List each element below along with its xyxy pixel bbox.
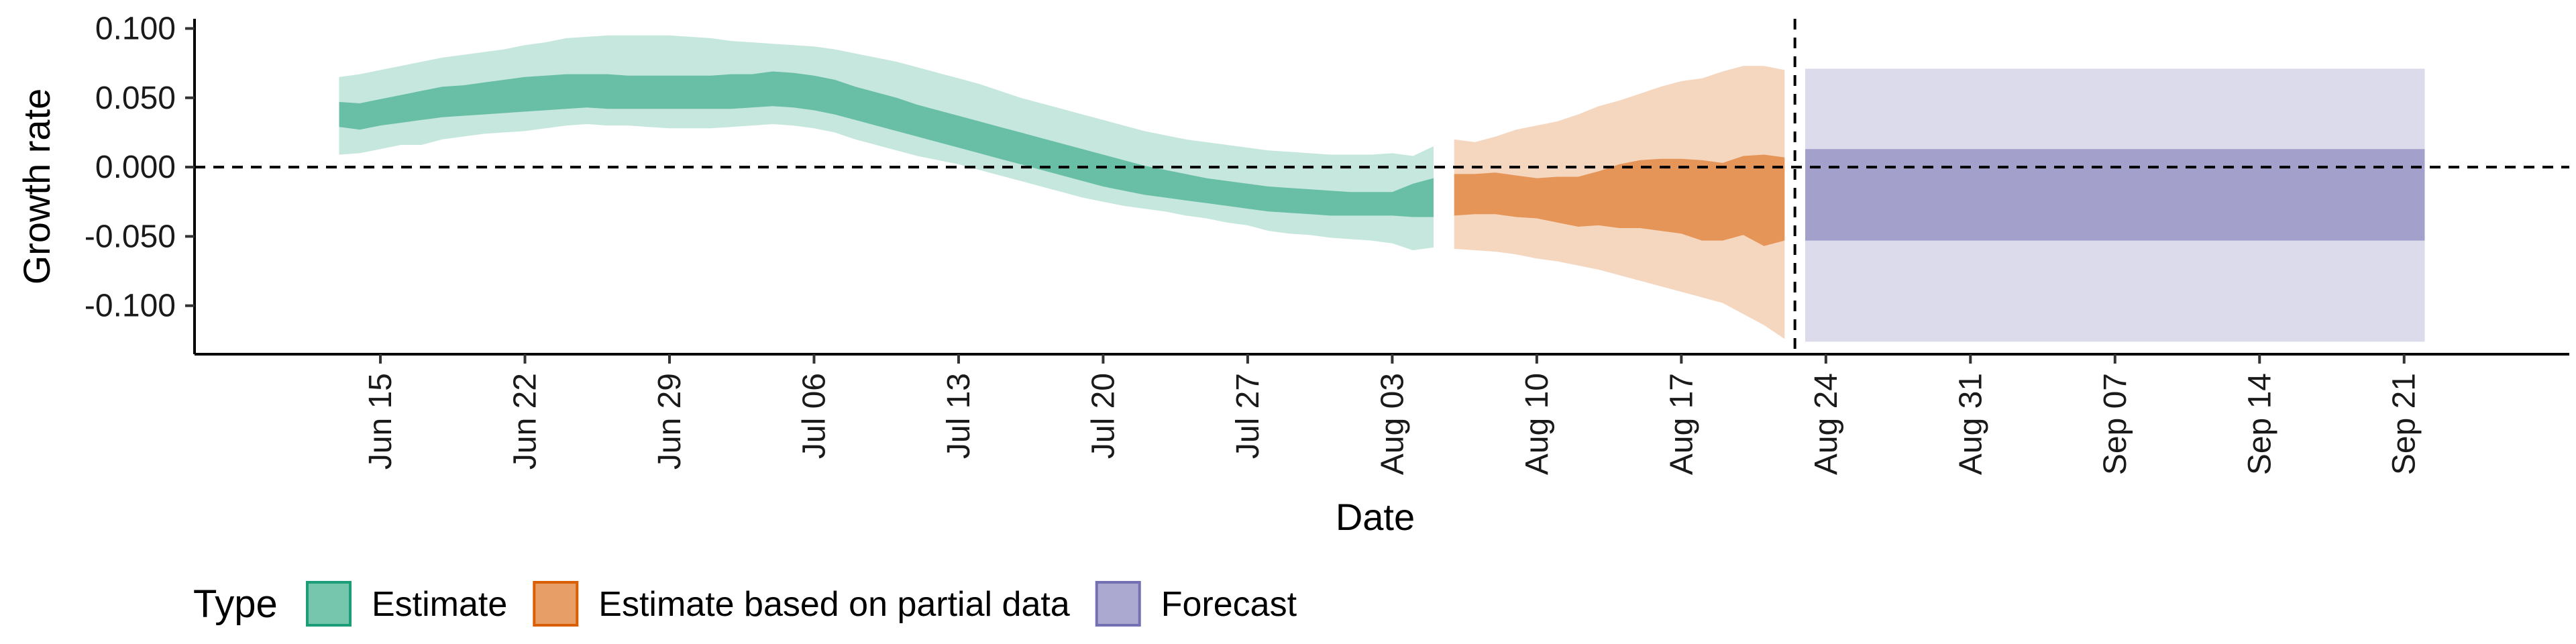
y-tick-label: 0.050 [95, 80, 176, 116]
y-tick-label: 0.100 [95, 11, 176, 46]
ribbon-layer [339, 35, 2425, 342]
legend-label-estimate-based-on-partial-data: Estimate based on partial data [598, 585, 1070, 624]
y-axis-ticks: 0.100 0.050 0.000 -0.050 -0.100 [85, 11, 195, 324]
legend-title: Type [193, 582, 278, 626]
legend-key-estimate-based-on-partial-data [533, 581, 579, 627]
x-axis-title: Date [1336, 496, 1415, 538]
estimate-based-on-partial-data-inner-band [1454, 154, 1785, 246]
x-tick-label: Sep 21 [2387, 373, 2422, 475]
estimate-outer-band [339, 35, 1434, 251]
x-tick-label: Aug 03 [1375, 373, 1410, 475]
x-tick-label: Aug 17 [1664, 373, 1699, 475]
legend-key-forecast [1095, 581, 1141, 627]
x-tick-label: Jul 20 [1085, 373, 1121, 459]
x-tick-label: Jul 13 [941, 373, 977, 459]
x-tick-label: Jun 22 [508, 373, 543, 470]
x-tick-label: Jul 27 [1230, 373, 1266, 459]
x-tick-label: Aug 10 [1519, 373, 1555, 475]
x-tick-label: Jun 15 [363, 373, 398, 470]
x-tick-label: Aug 31 [1953, 373, 1988, 475]
x-axis-ticks: Jun 15 Jun 22 Jun 29 Jul 06 Jul 13 Jul 20 Jul … [363, 354, 2422, 475]
legend: Type Estimate Estimate based on partial d… [193, 581, 1297, 627]
axes [193, 19, 2569, 356]
reference-lines [195, 19, 2569, 354]
y-tick-label: -0.100 [85, 288, 176, 324]
estimate-inner-band [339, 71, 1434, 217]
x-tick-label: Sep 07 [2098, 373, 2133, 475]
x-tick-label: Jun 29 [652, 373, 688, 470]
y-axis-title: Growth rate [15, 89, 58, 285]
forecast-inner-band [1805, 149, 2425, 241]
legend-key-estimate [306, 581, 352, 627]
x-tick-label: Aug 24 [1809, 373, 1844, 475]
legend-label-forecast: Forecast [1161, 585, 1297, 624]
legend-label-estimate: Estimate [372, 585, 507, 624]
y-tick-label: -0.050 [85, 219, 176, 254]
x-tick-label: Jul 06 [796, 373, 832, 459]
y-tick-label: 0.000 [95, 150, 176, 185]
x-tick-label: Sep 14 [2242, 373, 2277, 475]
